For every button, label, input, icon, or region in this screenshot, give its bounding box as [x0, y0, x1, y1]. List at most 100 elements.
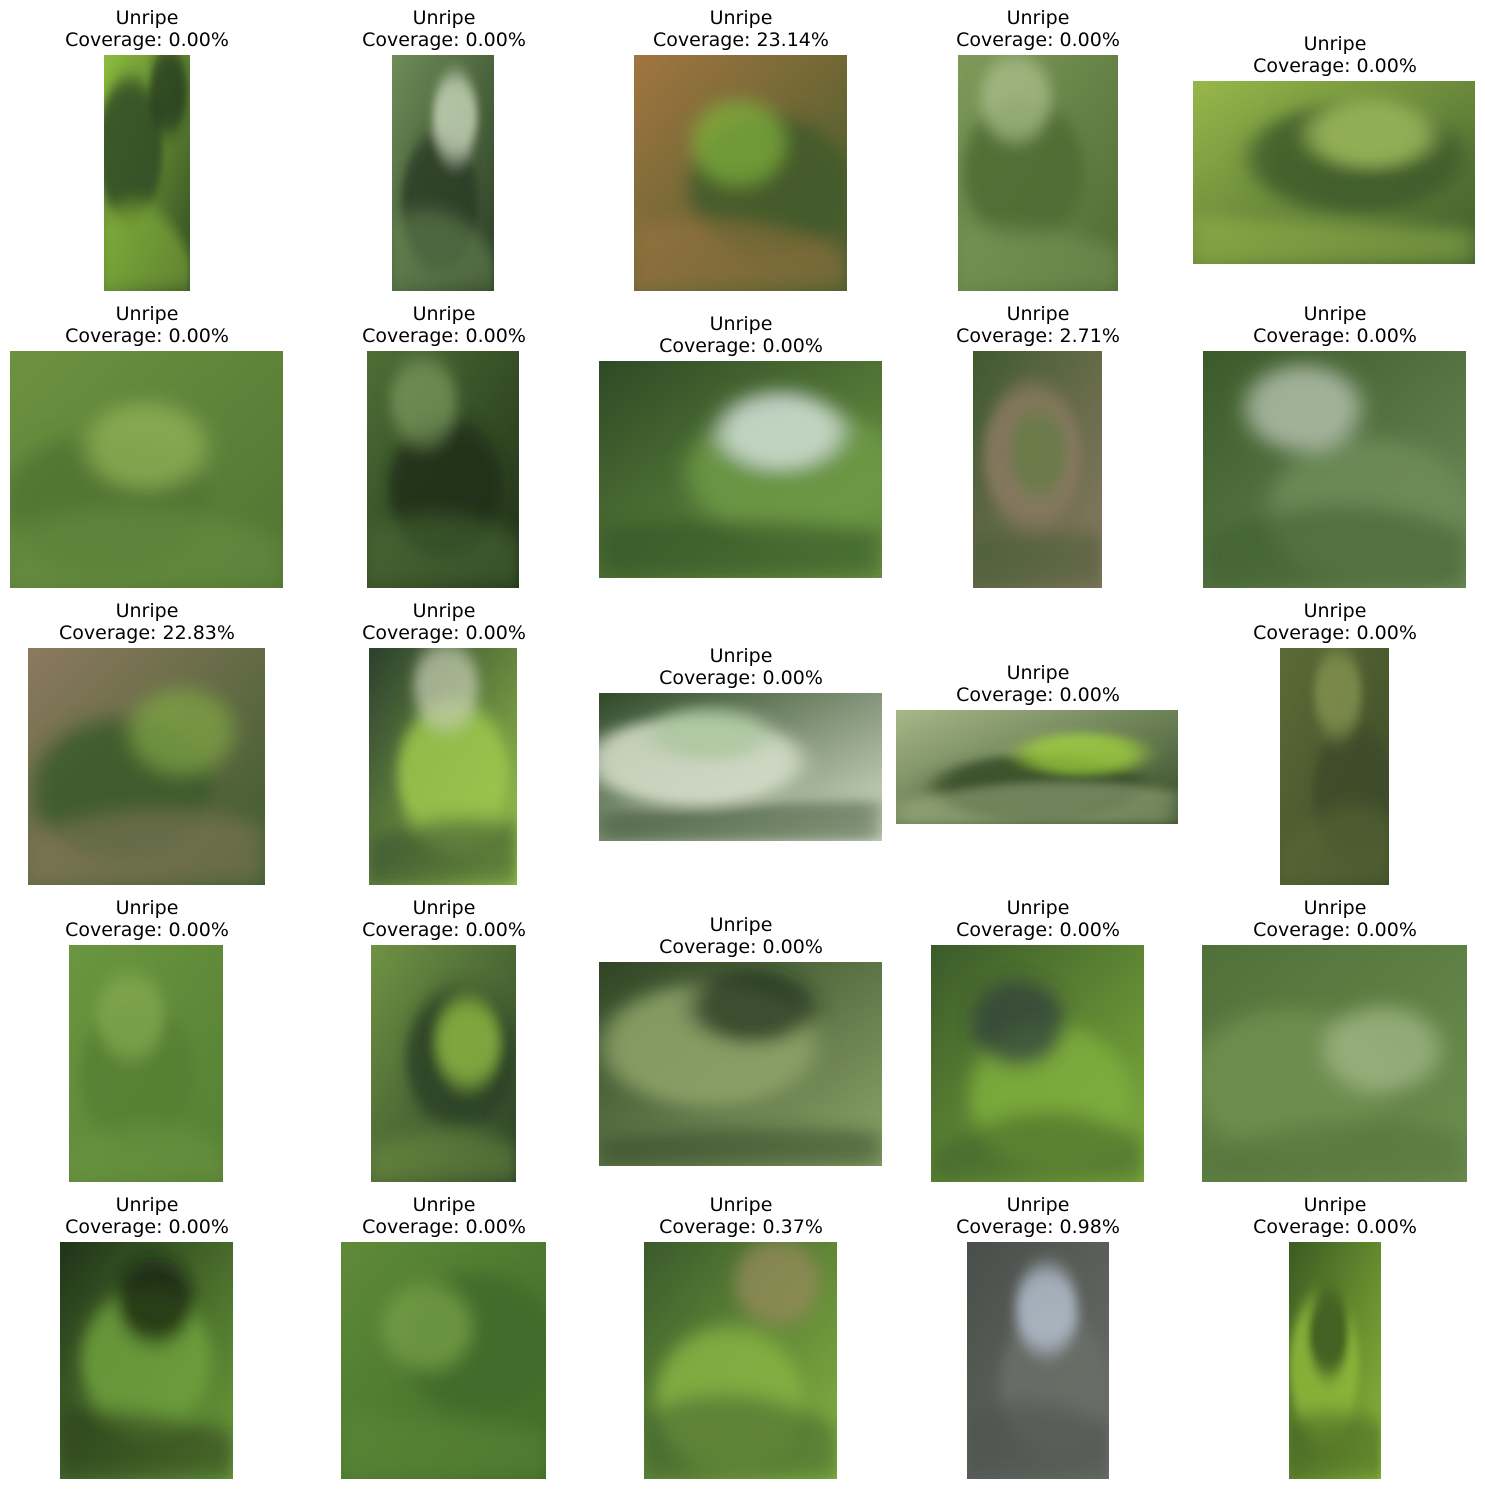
detection-panel: Unripe Coverage: 0.00% [591, 313, 891, 578]
pepper-crop-image [599, 693, 882, 841]
pepper-crop-graphic [931, 945, 1144, 1182]
panel-coverage: Coverage: 0.00% [1253, 55, 1417, 77]
panel-label: Unripe [1303, 600, 1367, 622]
pepper-crop-graphic [1193, 81, 1475, 264]
pepper-crop-graphic [973, 351, 1102, 588]
panel-coverage: Coverage: 0.00% [956, 684, 1120, 706]
panel-coverage: Coverage: 0.00% [362, 622, 526, 644]
panel-label: Unripe [709, 313, 773, 335]
panel-label: Unripe [412, 897, 476, 919]
panel-coverage: Coverage: 0.00% [659, 335, 823, 357]
detection-panel: Unripe Coverage: 0.00% [1185, 1194, 1485, 1479]
panel-label: Unripe [412, 7, 476, 29]
pepper-crop-graphic [60, 1242, 233, 1479]
detection-panel: Unripe Coverage: 0.00% [1185, 897, 1485, 1182]
pepper-crop-image [69, 945, 223, 1182]
pepper-crop-graphic [967, 1242, 1109, 1479]
pepper-crop-graphic [599, 361, 882, 578]
pepper-crop-graphic [599, 693, 882, 841]
panel-label: Unripe [1006, 1194, 1070, 1216]
detection-panel: Unripe Coverage: 0.00% [1185, 303, 1485, 588]
pepper-crop-image [896, 710, 1178, 824]
pepper-crop-graphic [10, 351, 283, 588]
pepper-crop-graphic [104, 55, 190, 291]
pepper-crop-graphic [1280, 648, 1389, 885]
panel-coverage: Coverage: 0.00% [659, 667, 823, 689]
panel-coverage: Coverage: 0.00% [956, 29, 1120, 51]
panel-label: Unripe [115, 600, 179, 622]
panel-coverage: Coverage: 23.14% [653, 29, 829, 51]
pepper-crop-graphic [599, 962, 882, 1166]
pepper-crop-image [341, 1242, 546, 1479]
panel-coverage: Coverage: 0.37% [659, 1216, 823, 1238]
pepper-crop-image [369, 648, 517, 885]
pepper-crop-image [634, 55, 847, 291]
detection-panel: Unripe Coverage: 0.00% [294, 303, 594, 588]
pepper-crop-image [599, 962, 882, 1166]
panel-label: Unripe [1006, 303, 1070, 325]
panel-coverage: Coverage: 0.00% [1253, 622, 1417, 644]
detection-panel: Unripe Coverage: 23.14% [591, 7, 891, 291]
panel-coverage: Coverage: 0.00% [1253, 325, 1417, 347]
panel-coverage: Coverage: 0.00% [65, 325, 229, 347]
panel-coverage: Coverage: 0.00% [659, 936, 823, 958]
pepper-crop-image [644, 1242, 837, 1479]
detection-panel: Unripe Coverage: 0.00% [294, 600, 594, 885]
detection-panel: Unripe Coverage: 0.00% [888, 7, 1188, 291]
pepper-crop-graphic [69, 945, 223, 1182]
panel-coverage: Coverage: 0.00% [65, 1216, 229, 1238]
panel-label: Unripe [1006, 897, 1070, 919]
detection-panel: Unripe Coverage: 0.00% [0, 897, 297, 1182]
panel-label: Unripe [1006, 7, 1070, 29]
detection-panel: Unripe Coverage: 22.83% [0, 600, 297, 885]
pepper-crop-image [28, 648, 265, 885]
panel-coverage: Coverage: 0.00% [65, 29, 229, 51]
detection-panel: Unripe Coverage: 0.00% [591, 914, 891, 1166]
detection-panel: Unripe Coverage: 0.00% [294, 1194, 594, 1479]
panel-label: Unripe [709, 1194, 773, 1216]
panel-label: Unripe [115, 7, 179, 29]
pepper-crop-image [931, 945, 1144, 1182]
panel-coverage: Coverage: 0.00% [362, 29, 526, 51]
pepper-crop-graphic [644, 1242, 837, 1479]
pepper-crop-graphic [1202, 945, 1467, 1182]
panel-label: Unripe [1303, 1194, 1367, 1216]
panel-label: Unripe [1303, 303, 1367, 325]
pepper-crop-graphic [896, 710, 1178, 824]
panel-coverage: Coverage: 0.00% [956, 919, 1120, 941]
pepper-crop-graphic [1203, 351, 1466, 588]
pepper-crop-image [104, 55, 190, 291]
panel-label: Unripe [412, 600, 476, 622]
detection-panel: Unripe Coverage: 0.00% [294, 897, 594, 1182]
pepper-crop-image [967, 1242, 1109, 1479]
panel-coverage: Coverage: 0.00% [65, 919, 229, 941]
panel-coverage: Coverage: 0.00% [362, 919, 526, 941]
panel-label: Unripe [115, 1194, 179, 1216]
pepper-crop-graphic [392, 55, 494, 291]
pepper-crop-image [1280, 648, 1389, 885]
detection-panel: Unripe Coverage: 0.00% [0, 303, 297, 588]
panel-coverage: Coverage: 0.98% [956, 1216, 1120, 1238]
detection-panel: Unripe Coverage: 0.00% [591, 645, 891, 841]
panel-coverage: Coverage: 0.00% [1253, 919, 1417, 941]
panel-label: Unripe [709, 7, 773, 29]
detection-panel: Unripe Coverage: 2.71% [888, 303, 1188, 588]
pepper-crop-graphic [634, 55, 847, 291]
pepper-crop-image [1289, 1242, 1381, 1479]
detection-panel: Unripe Coverage: 0.98% [888, 1194, 1188, 1479]
pepper-crop-image [958, 55, 1118, 291]
pepper-crop-image [973, 351, 1102, 588]
pepper-crop-graphic [367, 351, 519, 588]
detection-panel: Unripe Coverage: 0.37% [591, 1194, 891, 1479]
pepper-crop-graphic [369, 648, 517, 885]
detection-panel: Unripe Coverage: 0.00% [0, 7, 297, 291]
pepper-crop-image [10, 351, 283, 588]
pepper-crop-image [60, 1242, 233, 1479]
detection-panel: Unripe Coverage: 0.00% [294, 7, 594, 291]
panel-coverage: Coverage: 2.71% [956, 325, 1120, 347]
pepper-crop-graphic [341, 1242, 546, 1479]
panel-label: Unripe [1303, 897, 1367, 919]
pepper-crop-image [1203, 351, 1466, 588]
panel-coverage: Coverage: 0.00% [362, 325, 526, 347]
panel-label: Unripe [412, 303, 476, 325]
